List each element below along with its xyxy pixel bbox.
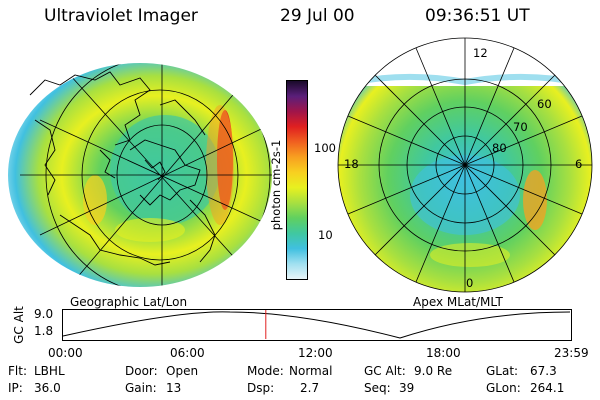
colorbar-unit-label: photon cm-2s-1 bbox=[269, 139, 283, 231]
filter-label: Flt: bbox=[8, 364, 27, 378]
lat-label-70: 70 bbox=[513, 120, 528, 134]
seq-value: 39 bbox=[399, 381, 415, 395]
colorbar-tick-100: 100 bbox=[314, 141, 336, 155]
lat-label-80: 80 bbox=[492, 141, 507, 155]
glat-label: GLat: bbox=[486, 364, 519, 378]
mlt-label-6: 6 bbox=[575, 157, 583, 171]
door-label: Door: bbox=[125, 364, 158, 378]
seq-label: Seq: bbox=[364, 381, 391, 395]
glat-value: 67.3 bbox=[530, 364, 557, 378]
mlt-label-12: 12 bbox=[473, 46, 488, 60]
timeline-xtick-1800: 18:00 bbox=[426, 346, 461, 360]
apex-label: Apex MLat/MLT bbox=[413, 295, 503, 309]
mlt-label-0: 0 bbox=[466, 276, 474, 290]
app-title: Ultraviolet Imager bbox=[44, 6, 198, 26]
gain-label: Gain: bbox=[125, 381, 157, 395]
door-value: Open bbox=[166, 364, 199, 378]
ip-label: IP: bbox=[8, 381, 23, 395]
colorbar-tick-10: 10 bbox=[318, 228, 333, 242]
colorbar bbox=[286, 80, 308, 280]
gain-value: 13 bbox=[166, 381, 182, 395]
header-date: 29 Jul 00 bbox=[280, 6, 355, 26]
mlt-label-18: 18 bbox=[344, 157, 359, 171]
glon-label: GLon: bbox=[486, 381, 521, 395]
timeline-xtick-0600: 06:00 bbox=[170, 346, 205, 360]
timeline-xtick-0000: 00:00 bbox=[48, 346, 83, 360]
header-time: 09:36:51 UT bbox=[425, 6, 530, 26]
geographic-label: Geographic Lat/Lon bbox=[70, 295, 188, 309]
gcalt-value: 9.0 Re bbox=[414, 364, 453, 378]
timeline-ytick-top: 9.0 bbox=[34, 307, 54, 321]
timeline-xtick-2359: 23:59 bbox=[554, 346, 589, 360]
dsp-label: Dsp: bbox=[247, 381, 275, 395]
filter-value: LBHL bbox=[34, 364, 65, 378]
dsp-value: 2.7 bbox=[300, 381, 320, 395]
timeline-xtick-1200: 12:00 bbox=[298, 346, 333, 360]
glon-value: 264.1 bbox=[530, 381, 565, 395]
timeline-ylabel: GC Alt bbox=[12, 306, 26, 344]
timeline-ytick-bottom: 1.8 bbox=[34, 324, 54, 338]
mode-label: Mode: bbox=[247, 364, 284, 378]
coastline-outlines bbox=[29, 71, 216, 266]
apex-grid bbox=[337, 37, 593, 293]
mode-value: Normal bbox=[289, 364, 333, 378]
timeline-plot bbox=[62, 309, 572, 341]
lat-label-60: 60 bbox=[537, 97, 552, 111]
gcalt-label: GC Alt: bbox=[364, 364, 406, 378]
ip-value: 36.0 bbox=[34, 381, 61, 395]
